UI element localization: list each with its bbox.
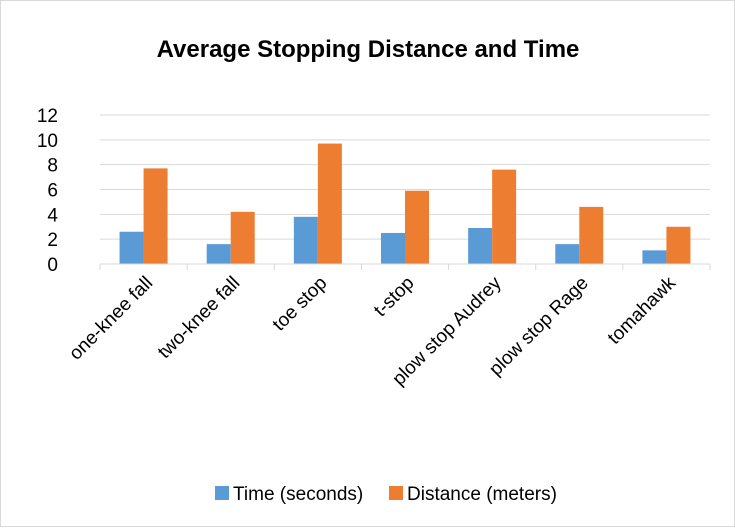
bar-time: [555, 244, 580, 264]
bar-distance: [492, 169, 517, 264]
bar-time: [381, 232, 405, 264]
bar-distance: [666, 226, 691, 264]
y-tick-label: 8: [47, 156, 58, 177]
y-tick-label: 0: [47, 255, 58, 276]
bar-distance: [230, 211, 255, 264]
legend-label-distance: Distance (meters): [407, 484, 557, 505]
chart-title: Average Stopping Distance and Time: [157, 36, 580, 63]
legend: Time (seconds) Distance (meters): [215, 484, 557, 505]
legend-swatch-distance: [389, 486, 403, 500]
gridlines: [100, 114, 710, 240]
bar-time: [293, 216, 318, 264]
bar-time: [206, 244, 231, 264]
legend-swatch-time: [215, 486, 229, 500]
bar-distance: [317, 143, 342, 264]
y-tick-label: 2: [47, 230, 58, 251]
bar-time: [468, 227, 493, 264]
y-tick-labels: 0 2 4 6 8 10 12: [37, 106, 59, 276]
category-label: tomahawk: [604, 272, 680, 348]
y-tick-label: 12: [37, 106, 58, 127]
category-label: one-knee fall: [65, 273, 157, 365]
bar-distance: [405, 190, 429, 264]
bars: [119, 143, 691, 264]
y-tick-label: 4: [47, 205, 58, 226]
bar-time: [642, 250, 667, 264]
legend-label-time: Time (seconds): [233, 484, 363, 505]
bar-time: [119, 231, 144, 264]
bar-distance: [579, 206, 604, 264]
y-tick-label: 6: [47, 181, 58, 202]
axes: [99, 263, 711, 270]
y-tick-label: 10: [37, 131, 58, 152]
bar-distance: [143, 168, 168, 264]
category-label: toe stop: [269, 273, 332, 336]
category-label: two-knee fall: [154, 273, 244, 363]
category-label: t-stop: [370, 273, 418, 321]
